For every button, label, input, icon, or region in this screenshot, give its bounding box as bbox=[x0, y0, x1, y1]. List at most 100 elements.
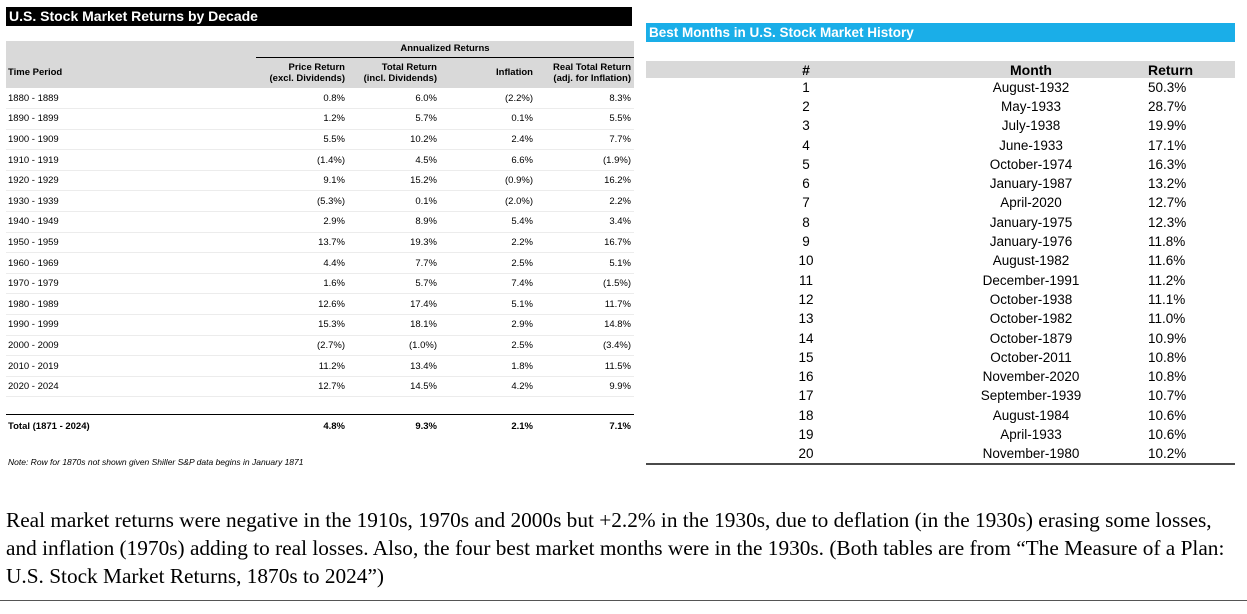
table-row: 9 January-1976 11.8% bbox=[646, 232, 1235, 251]
cell-real: (3.4%) bbox=[536, 335, 634, 357]
cell-month: October-1938 bbox=[989, 291, 1073, 307]
cell-inflation: 6.6% bbox=[440, 149, 536, 171]
cell-return: 10.6% bbox=[1148, 407, 1187, 423]
cell-rank: 6 bbox=[802, 176, 810, 192]
cell-return: 17.1% bbox=[1148, 137, 1187, 153]
cell-month: August-1982 bbox=[992, 253, 1070, 269]
cell-period: 2020 - 2024 bbox=[6, 376, 256, 398]
cell-period: 1940 - 1949 bbox=[6, 211, 256, 233]
cell-total: 9.3% bbox=[415, 420, 437, 432]
cell-price: 12.7% bbox=[256, 376, 348, 398]
cell-price: 0.8% bbox=[256, 88, 348, 110]
cell-rank: 18 bbox=[798, 407, 814, 423]
cell-inflation: 5.1% bbox=[440, 293, 536, 316]
cell-inflation bbox=[440, 396, 536, 416]
cell-return: 19.9% bbox=[1148, 118, 1187, 134]
cell-price: 9.1% bbox=[256, 170, 348, 192]
table-row: 20 November-1980 10.2% bbox=[646, 444, 1235, 465]
col-rank: # bbox=[646, 61, 946, 78]
col-total-return: Total Return (incl. Dividends) bbox=[348, 57, 440, 88]
table-row: 3 July-1938 19.9% bbox=[646, 117, 1235, 136]
cell-period: 1930 - 1939 bbox=[6, 190, 256, 213]
col-month: Month bbox=[946, 61, 1116, 78]
cell-return: 12.3% bbox=[1148, 214, 1187, 230]
decade-table-body: 1880 - 1889 0.8% 6.0% (2.2%) 8.3% 1890 - 1899… bbox=[6, 88, 634, 437]
best-months-table: # Month Return 1 August-1932 50.3% 2 May-193… bbox=[646, 61, 1235, 465]
blank-header bbox=[6, 41, 256, 57]
cell-month: November-2020 bbox=[982, 369, 1080, 385]
cell-return: 11.8% bbox=[1148, 234, 1186, 250]
cell-inflation: (2.0%) bbox=[440, 190, 536, 213]
col-inflation: Inflation bbox=[440, 57, 536, 88]
table-row: 1980 - 1989 12.6% 17.4% 5.1% 11.7% bbox=[6, 293, 634, 316]
cell-real: (1.9%) bbox=[536, 149, 634, 171]
col-total-return-line2: (incl. Dividends) bbox=[363, 72, 437, 84]
cell-return: 12.7% bbox=[1148, 195, 1187, 211]
col-time-period: Time Period bbox=[6, 57, 256, 88]
table-row: 1900 - 1909 5.5% 10.2% 2.4% 7.7% bbox=[6, 129, 634, 151]
cell-real: 7.7% bbox=[536, 129, 634, 151]
cell-period: 1900 - 1909 bbox=[6, 129, 256, 151]
cell-price: (1.4%) bbox=[256, 149, 348, 171]
cell-price: 2.9% bbox=[256, 211, 348, 233]
cell-period: 1960 - 1969 bbox=[6, 252, 256, 274]
cell-total: 13.4% bbox=[348, 355, 440, 377]
table-row: 1880 - 1889 0.8% 6.0% (2.2%) 8.3% bbox=[6, 88, 634, 110]
cell-price: 4.4% bbox=[256, 252, 348, 274]
cell-inflation: 1.8% bbox=[440, 355, 536, 377]
caption-text: Real market returns were negative in the… bbox=[6, 508, 1225, 588]
cell-price: 12.6% bbox=[256, 293, 348, 316]
table-header-row: # Month Return bbox=[646, 61, 1235, 78]
cell-month: April-1933 bbox=[1000, 426, 1062, 442]
cell-real: 16.2% bbox=[536, 170, 634, 192]
cell-price: 5.5% bbox=[256, 129, 348, 151]
cell-period: 2010 - 2019 bbox=[6, 355, 256, 377]
cell-price: 1.2% bbox=[256, 108, 348, 130]
cell-period: 1910 - 1919 bbox=[6, 149, 256, 171]
cell-total: 17.4% bbox=[348, 293, 440, 316]
cell-inflation: (0.9%) bbox=[440, 170, 536, 192]
cell-month: October-1879 bbox=[989, 330, 1073, 346]
table-row: 1890 - 1899 1.2% 5.7% 0.1% 5.5% bbox=[6, 108, 634, 130]
col-total-return-line1: Total Return bbox=[381, 61, 437, 73]
cell-rank: 11 bbox=[798, 272, 813, 288]
cell-rank: 3 bbox=[802, 118, 810, 134]
cell-month: January-1987 bbox=[989, 176, 1073, 192]
table-row: 10 August-1982 11.6% bbox=[646, 252, 1235, 271]
cell-total: 6.0% bbox=[348, 88, 440, 110]
cell-return: 11.2% bbox=[1148, 272, 1186, 288]
cell-real: 7.1% bbox=[609, 420, 631, 432]
table-row: 11 December-1991 11.2% bbox=[646, 271, 1235, 290]
cell-total: 8.9% bbox=[348, 211, 440, 233]
caption-divider bbox=[0, 600, 1247, 601]
cell-price: (2.7%) bbox=[256, 335, 348, 357]
cell-price bbox=[256, 396, 348, 416]
decade-table-title: U.S. Stock Market Returns by Decade bbox=[6, 7, 632, 26]
table-row: 1940 - 1949 2.9% 8.9% 5.4% 3.4% bbox=[6, 211, 634, 233]
cell-total: (1.0%) bbox=[348, 335, 440, 357]
cell-price: 11.2% bbox=[256, 355, 348, 377]
cell-total: 18.1% bbox=[348, 314, 440, 336]
cell-total: 5.7% bbox=[348, 108, 440, 130]
decade-returns-table: Annualized Returns Time Period Price Ret… bbox=[6, 41, 634, 437]
table-row: 1920 - 1929 9.1% 15.2% (0.9%) 16.2% bbox=[6, 170, 634, 192]
table-row: 5 October-1974 16.3% bbox=[646, 155, 1235, 174]
cell-month: October-1974 bbox=[989, 156, 1073, 172]
cell-return: 11.1% bbox=[1148, 291, 1186, 307]
table-row: 19 April-1933 10.6% bbox=[646, 425, 1235, 444]
cell-real: 5.1% bbox=[536, 252, 634, 274]
table-row: 1950 - 1959 13.7% 19.3% 2.2% 16.7% bbox=[6, 232, 634, 254]
table-row: 16 November-2020 10.8% bbox=[646, 367, 1235, 386]
cell-real: (1.5%) bbox=[536, 273, 634, 295]
cell-return: 10.8% bbox=[1148, 369, 1187, 385]
cell-month: January-1976 bbox=[989, 234, 1073, 250]
cell-total: 10.2% bbox=[348, 129, 440, 151]
table-row: 12 October-1938 11.1% bbox=[646, 290, 1235, 309]
cell-month: October-1982 bbox=[989, 311, 1073, 327]
cell-rank: 7 bbox=[802, 195, 810, 211]
total-row: Total (1871 - 2024) 4.8% 9.3% 2.1% 7.1% bbox=[6, 415, 634, 437]
cell-inflation: 2.5% bbox=[440, 252, 536, 274]
cell-price: 15.3% bbox=[256, 314, 348, 336]
col-price-return-line2: (excl. Dividends) bbox=[269, 72, 346, 84]
cell-price: 1.6% bbox=[256, 273, 348, 295]
